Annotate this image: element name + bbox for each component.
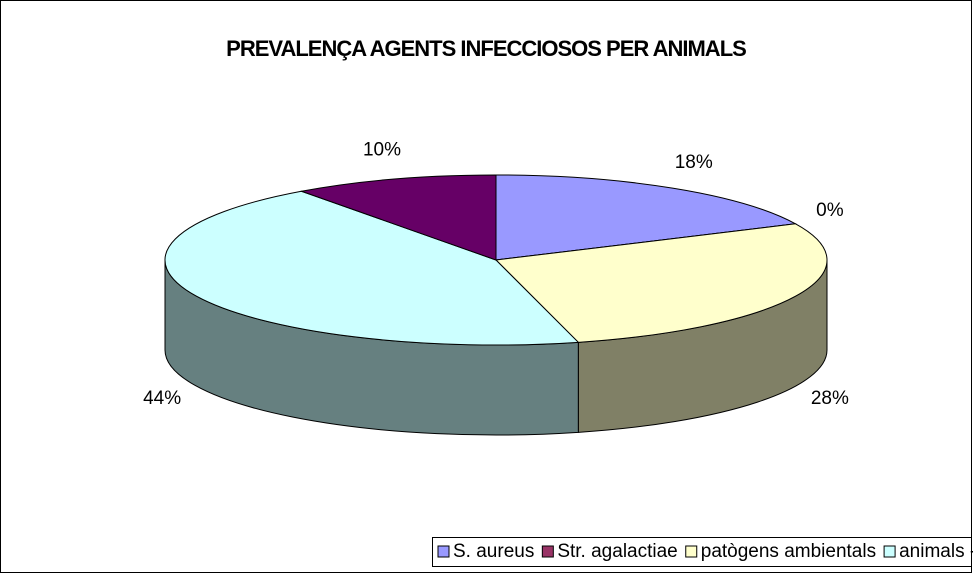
- legend-label: Str. agalactiae: [557, 541, 677, 562]
- legend-box: [432, 537, 972, 567]
- pie-slice: [495, 174, 798, 261]
- data-label: 44%: [143, 388, 181, 409]
- pie: 18% 0% 28% 44% 10%: [143, 140, 849, 436]
- pie-slice: [494, 223, 828, 343]
- legend-label: patògens ambientals: [701, 541, 876, 562]
- legend: S. aureus Str. agalactiae patògens ambient…: [437, 541, 973, 562]
- legend-label: S. aureus: [453, 541, 534, 562]
- legend-swatch: [437, 545, 450, 558]
- data-label: 28%: [811, 388, 849, 409]
- chart-title: PREVALENÇA AGENTS INFECCIOSOS PER ANIMAL…: [226, 36, 746, 61]
- pie-slice: [164, 190, 580, 346]
- legend-swatch: [685, 545, 698, 558]
- legend-label: animals -: [899, 541, 973, 562]
- legend-swatch: [541, 545, 554, 558]
- data-label: 18%: [675, 152, 713, 173]
- legend-swatch: [883, 545, 896, 558]
- data-label: 10%: [363, 140, 401, 161]
- data-label: 0%: [816, 200, 844, 221]
- pie-slice: [299, 174, 497, 261]
